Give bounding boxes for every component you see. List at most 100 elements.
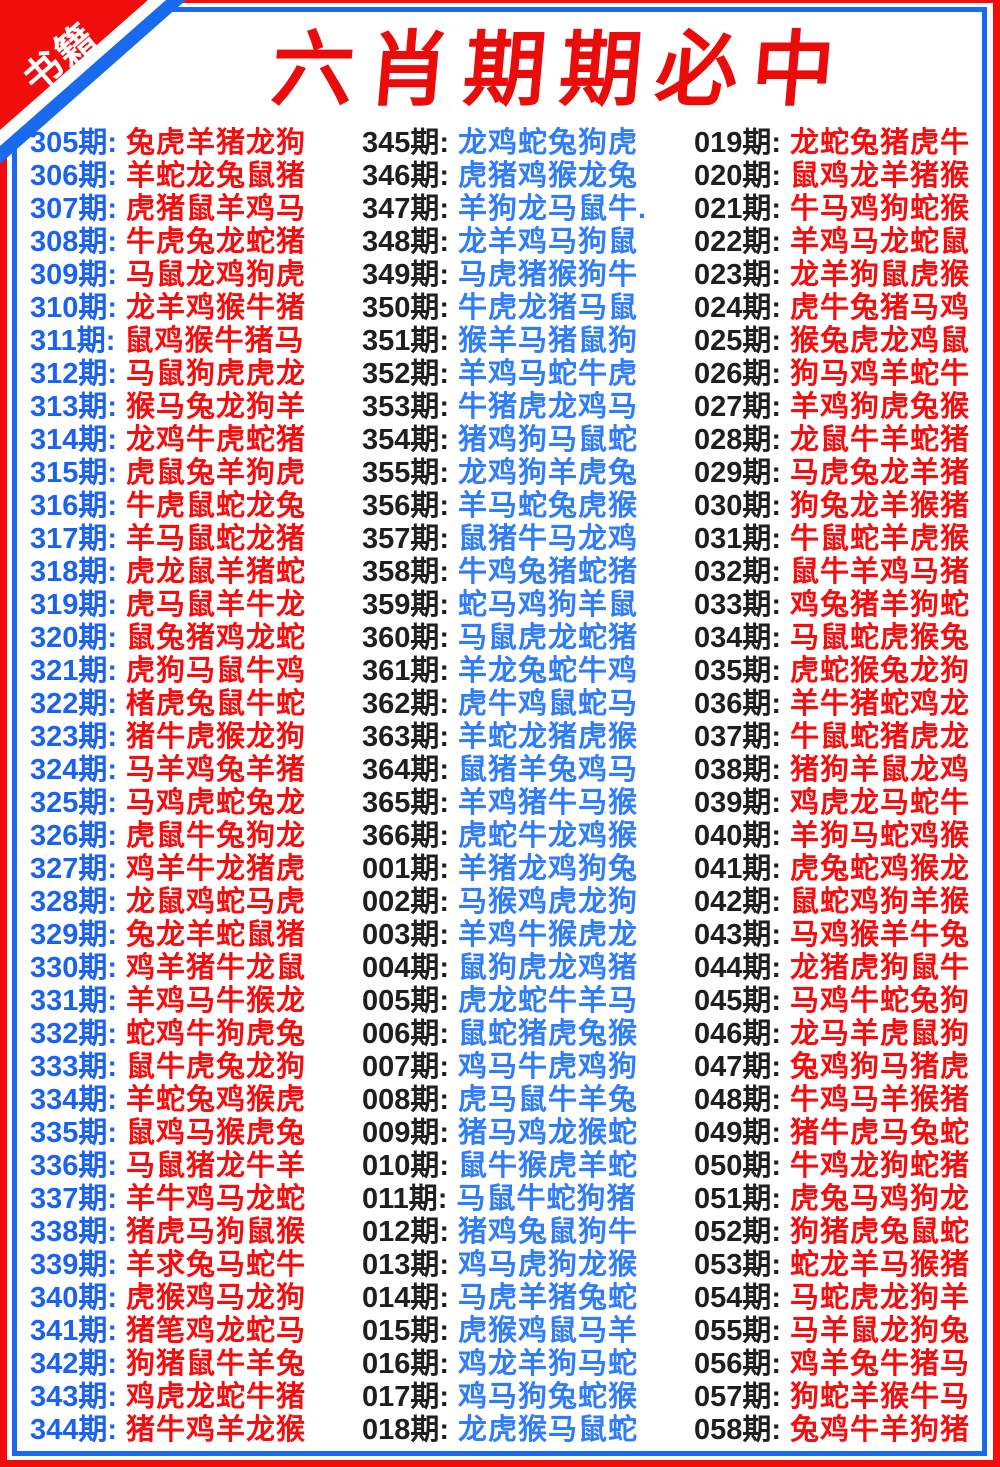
period-row: 001期: 羊猪龙鸡狗兔 bbox=[362, 853, 694, 886]
period-row: 045期: 马鸡牛蛇兔狗 bbox=[694, 985, 978, 1018]
period-row: 052期: 狗猪虎兔鼠蛇 bbox=[694, 1216, 978, 1249]
period-label: 049期: bbox=[694, 1117, 782, 1149]
period-label: 005期: bbox=[362, 985, 450, 1017]
period-label: 307期: bbox=[30, 193, 118, 225]
period-label: 039期: bbox=[694, 787, 782, 819]
period-row: 361期: 羊龙兔蛇牛鸡 bbox=[362, 655, 694, 688]
period-row: 345期: 龙鸡蛇兔狗虎 bbox=[362, 127, 694, 160]
period-label: 313期: bbox=[30, 391, 118, 423]
animals-text: 猪牛虎猴龙狗 bbox=[126, 721, 307, 753]
period-row: 009期: 猪马鸡龙猴蛇 bbox=[362, 1117, 694, 1150]
animals-text: 兔鸡牛羊狗猪 bbox=[790, 1414, 971, 1446]
period-row: 313期: 猴马兔龙狗羊 bbox=[30, 391, 362, 424]
period-row: 334期: 羊蛇兔鸡猴虎 bbox=[30, 1084, 362, 1117]
animals-text: 羊蛇兔鸡猴虎 bbox=[126, 1084, 307, 1116]
period-row: 014期: 马虎羊猪兔蛇 bbox=[362, 1282, 694, 1315]
animals-text: 鸡马牛虎鸡狗 bbox=[458, 1051, 639, 1083]
animals-text: 鼠鸡龙羊猪猴 bbox=[790, 160, 971, 192]
animals-text: 兔虎羊猪龙狗 bbox=[126, 127, 307, 159]
period-row: 366期: 虎蛇牛龙鸡猴 bbox=[362, 820, 694, 853]
period-label: 046期: bbox=[694, 1018, 782, 1050]
animals-text: 虎蛇牛龙鸡猴 bbox=[458, 820, 639, 852]
animals-text: 牛鸡兔猪蛇猪 bbox=[458, 556, 639, 588]
animals-text: 羊蛇龙兔鼠猪 bbox=[126, 160, 307, 192]
animals-text: 蛇鸡牛狗虎兔 bbox=[126, 1018, 307, 1050]
period-row: 047期: 兔鸡狗马猪虎 bbox=[694, 1051, 978, 1084]
animals-text: 虎兔蛇鸡猴龙 bbox=[790, 853, 971, 885]
animals-text: 龙马羊虎鼠狗 bbox=[790, 1018, 971, 1050]
animals-text: 羊马蛇兔虎猴 bbox=[458, 490, 639, 522]
period-label: 351期: bbox=[362, 325, 450, 357]
column-2: 345期: 龙鸡蛇兔狗虎 346期: 虎猪鸡猴龙兔 347期: 羊狗龙马鼠牛. 348期: 龙… bbox=[362, 127, 694, 1447]
period-label: 345期: bbox=[362, 127, 450, 159]
period-label: 316期: bbox=[30, 490, 118, 522]
period-row: 321期: 虎狗马鼠牛鸡 bbox=[30, 655, 362, 688]
period-label: 038期: bbox=[694, 754, 782, 786]
animals-text: 羊猪龙鸡狗兔 bbox=[458, 853, 639, 885]
animals-text: 鼠兔猪鸡龙蛇 bbox=[126, 622, 307, 654]
animals-text: 羊狗马蛇鸡猴 bbox=[790, 820, 971, 852]
animals-text: 牛虎龙猪马鼠 bbox=[458, 292, 639, 324]
period-row: 325期: 马鸡虎蛇兔龙 bbox=[30, 787, 362, 820]
period-label: 320期: bbox=[30, 622, 118, 654]
period-row: 053期: 蛇龙羊马猴猪 bbox=[694, 1249, 978, 1282]
animals-text: 狗猪虎兔鼠蛇 bbox=[790, 1216, 971, 1248]
animals-text: 猪虎马狗鼠猴 bbox=[126, 1216, 307, 1248]
period-label: 055期: bbox=[694, 1315, 782, 1347]
period-label: 032期: bbox=[694, 556, 782, 588]
animals-text: 鸡龙羊狗马蛇 bbox=[458, 1348, 639, 1380]
animals-text: 马虎兔龙羊猪 bbox=[790, 457, 971, 489]
period-row: 036期: 羊牛猪蛇鸡龙 bbox=[694, 688, 978, 721]
period-row: 344期: 猪牛鸡羊龙猴 bbox=[30, 1414, 362, 1447]
animals-text: 虎鼠兔羊狗虎 bbox=[126, 457, 307, 489]
animals-text: 鼠鸡猴牛猪马 bbox=[124, 325, 305, 357]
period-label: 014期: bbox=[362, 1282, 450, 1314]
period-label: 337期: bbox=[30, 1183, 118, 1215]
animals-text: 龙虎猴马鼠蛇 bbox=[458, 1414, 639, 1446]
period-label: 349期: bbox=[362, 259, 450, 291]
period-label: 056期: bbox=[694, 1348, 782, 1380]
period-label: 028期: bbox=[694, 424, 782, 456]
animals-text: 龙猪虎狗鼠牛 bbox=[790, 952, 971, 984]
animals-text: 羊鸡牛猴虎龙 bbox=[458, 919, 639, 951]
animals-text: 龙羊鸡猴牛猪 bbox=[126, 292, 307, 324]
animals-text: 牛虎兔龙蛇猪 bbox=[126, 226, 307, 258]
period-label: 348期: bbox=[362, 226, 450, 258]
period-label: 025期: bbox=[694, 325, 782, 357]
animals-text: 羊鸡马龙蛇鼠 bbox=[790, 226, 971, 258]
animals-text: 龙鸡牛虎蛇猪 bbox=[126, 424, 307, 456]
period-label: 358期: bbox=[362, 556, 450, 588]
period-row: 324期: 马羊鸡兔羊猪 bbox=[30, 754, 362, 787]
period-row: 008期: 虎马鼠牛羊兔 bbox=[362, 1084, 694, 1117]
period-row: 327期: 鸡羊牛龙猪虎 bbox=[30, 853, 362, 886]
period-label: 344期: bbox=[30, 1414, 118, 1446]
period-row: 332期: 蛇鸡牛狗虎兔 bbox=[30, 1018, 362, 1051]
period-row: 044期: 龙猪虎狗鼠牛 bbox=[694, 952, 978, 985]
animals-text: 马鸡虎蛇兔龙 bbox=[126, 787, 307, 819]
period-label: 318期: bbox=[30, 556, 118, 588]
animals-text: 龙羊鸡马狗鼠 bbox=[458, 226, 639, 258]
animals-text: 马羊鸡兔羊猪 bbox=[126, 754, 307, 786]
period-label: 017期: bbox=[362, 1381, 450, 1413]
period-label: 339期: bbox=[30, 1249, 118, 1281]
period-row: 363期: 羊蛇龙猪虎猴 bbox=[362, 721, 694, 754]
animals-text: 羊鸡马蛇牛虎 bbox=[458, 358, 639, 390]
period-label: 362期: bbox=[362, 688, 450, 720]
period-row: 015期: 虎猴鸡鼠马羊 bbox=[362, 1315, 694, 1348]
period-label: 325期: bbox=[30, 787, 118, 819]
period-row: 351期: 猴羊马猪鼠狗 bbox=[362, 325, 694, 358]
period-label: 031期: bbox=[694, 523, 782, 555]
period-row: 337期: 羊牛鸡马龙蛇 bbox=[30, 1183, 362, 1216]
period-row: 011期: 马鼠牛蛇狗猪 bbox=[362, 1183, 694, 1216]
period-label: 047期: bbox=[694, 1051, 782, 1083]
period-row: 356期: 羊马蛇兔虎猴 bbox=[362, 490, 694, 523]
period-label: 024期: bbox=[694, 292, 782, 324]
period-row: 054期: 马蛇虎龙狗羊 bbox=[694, 1282, 978, 1315]
period-row: 365期: 羊鸡猪牛马猴 bbox=[362, 787, 694, 820]
period-row: 025期: 猴兔虎龙鸡鼠 bbox=[694, 325, 978, 358]
period-row: 037期: 牛鼠蛇猪虎龙 bbox=[694, 721, 978, 754]
period-label: 305期: bbox=[30, 127, 118, 159]
period-label: 036期: bbox=[694, 688, 782, 720]
animals-text: 羊牛鸡马龙蛇 bbox=[126, 1183, 307, 1215]
